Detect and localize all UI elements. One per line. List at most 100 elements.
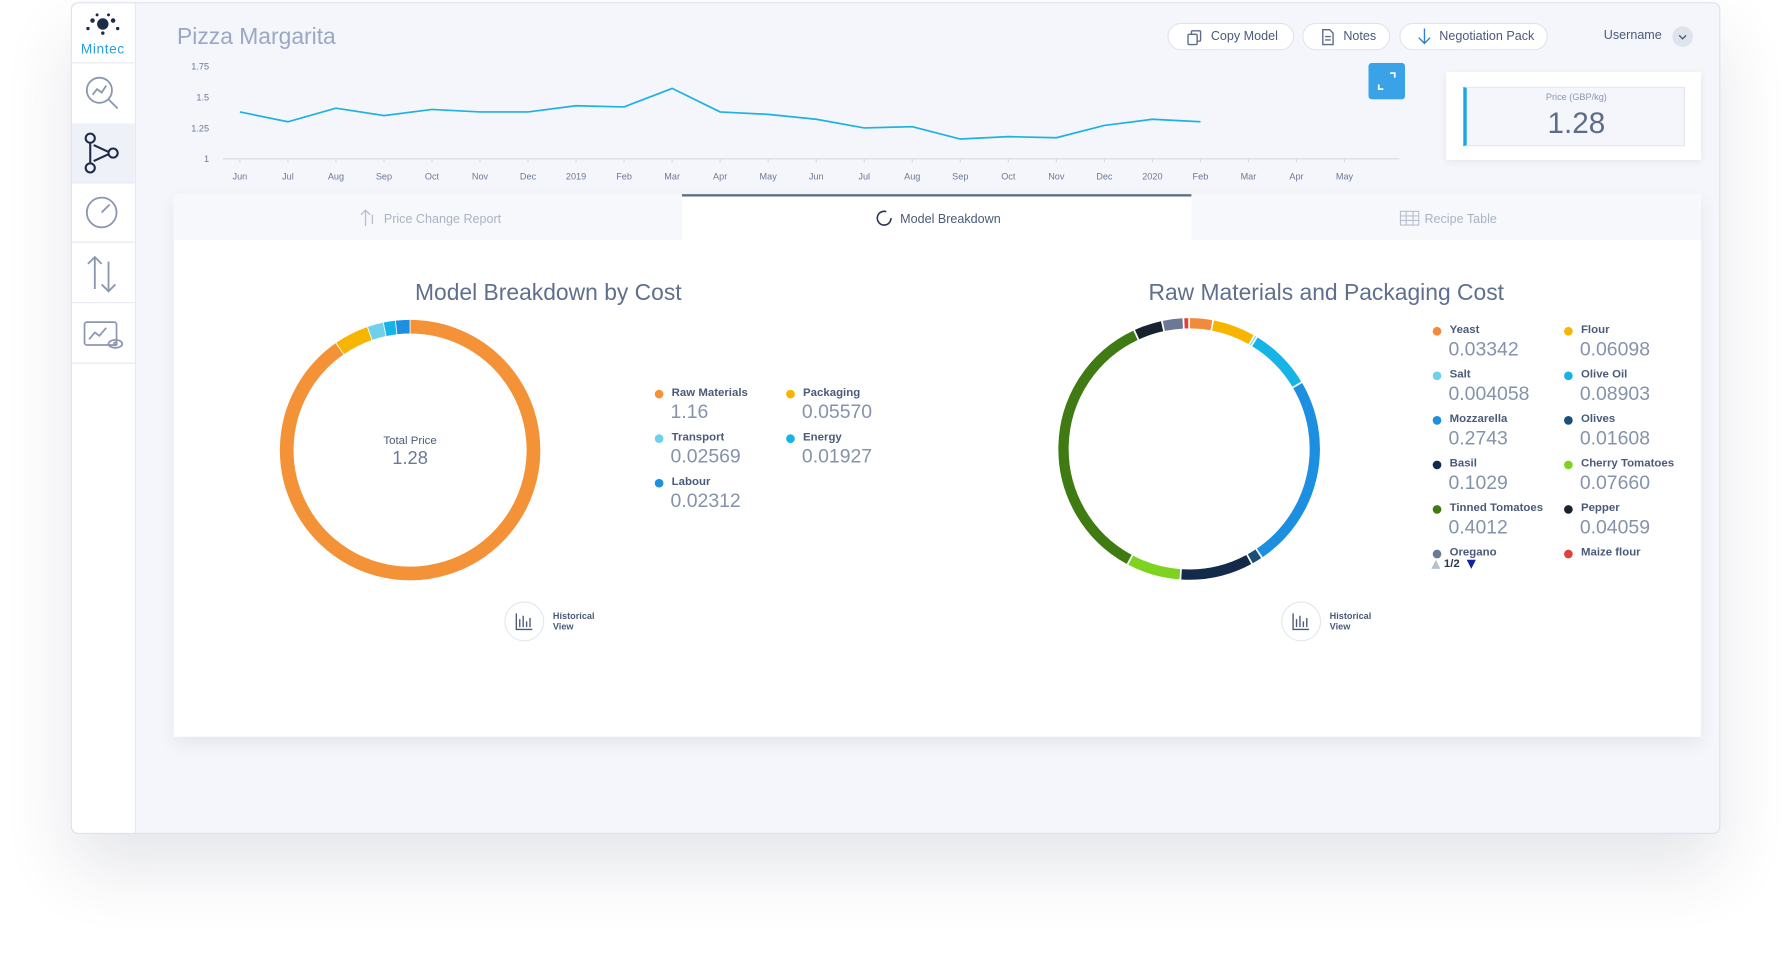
center-value: 1.28	[392, 448, 428, 469]
legend-name: Energy	[803, 431, 842, 444]
legend-name: Pepper	[1580, 502, 1620, 515]
historical-view-label: Historical View	[552, 611, 595, 632]
x-tick-label: Sep	[952, 171, 968, 181]
legend-value: 0.004058	[1448, 382, 1530, 405]
historical-icon	[515, 613, 533, 631]
donut-segment	[395, 319, 410, 335]
button-label: Copy Model	[1210, 29, 1278, 44]
legend-swatch	[1432, 371, 1442, 381]
legend-name: Flour	[1580, 323, 1610, 337]
nav-active-bg	[71, 123, 135, 183]
copy-model-button[interactable]	[1167, 22, 1295, 51]
y-tick-label: 1.5	[196, 93, 209, 103]
donut-segment	[1181, 554, 1252, 580]
legend-value: 0.05570	[801, 400, 873, 423]
price-inner	[1463, 86, 1685, 147]
notes-button[interactable]	[1302, 22, 1391, 51]
legend-value: 0.08903	[1579, 382, 1651, 405]
legend-value: 0.04059	[1579, 516, 1651, 539]
legend-name: Cherry Tomatoes	[1580, 457, 1675, 471]
x-tick-label: 2019	[566, 171, 586, 181]
legend-value: 0.01927	[801, 445, 873, 468]
legend-name: Packaging	[803, 386, 861, 400]
tab-active[interactable]	[681, 194, 1192, 240]
nav-gauge[interactable]	[85, 196, 118, 229]
legend-value: 0.2743	[1448, 427, 1508, 449]
page-title: Pizza Margarita	[177, 24, 336, 50]
y-tick-label: 1	[204, 154, 209, 164]
legend-value: 0.03342	[1448, 338, 1519, 360]
x-tick-label: May	[1336, 171, 1354, 181]
nav-swap[interactable]	[87, 255, 117, 293]
nav-model[interactable]	[84, 132, 119, 174]
legend-value: 0.07660	[1579, 471, 1651, 494]
legend-swatch	[786, 389, 795, 399]
nav-monitor[interactable]	[83, 321, 124, 349]
legend-value: 0.06098	[1579, 338, 1651, 360]
y-tick-label: 1.75	[191, 62, 209, 72]
content-panel	[173, 194, 1701, 737]
legend-swatch	[1564, 371, 1573, 381]
x-tick-label: Nov	[472, 171, 489, 181]
legend-name: Mozzarella	[1449, 412, 1508, 426]
donut-segment	[1189, 318, 1213, 331]
x-tick-label: Jul	[858, 171, 870, 181]
expand-button[interactable]	[1368, 62, 1406, 100]
historical-view-button[interactable]	[1281, 601, 1322, 642]
x-tick-label: Jun	[809, 171, 824, 181]
legend-swatch	[786, 434, 795, 443]
legend-value: 0.1029	[1448, 471, 1508, 494]
x-tick-label: Feb	[1193, 171, 1209, 181]
x-tick-label: Nov	[1048, 171, 1065, 181]
legend-name: Yeast	[1449, 323, 1480, 337]
pager-prev[interactable]	[1431, 559, 1441, 569]
username[interactable]: Username	[1603, 28, 1662, 43]
legend-swatch	[1564, 416, 1573, 425]
nav-search[interactable]	[85, 76, 119, 110]
x-tick-label: 2020	[1142, 171, 1162, 181]
legend-name: Basil	[1449, 457, 1477, 471]
tab-icons	[360, 209, 1420, 227]
legend-name: Oregano	[1449, 546, 1497, 560]
user-dropdown[interactable]	[1671, 25, 1694, 48]
legend-swatch	[654, 434, 664, 443]
donut-segment	[1256, 383, 1320, 558]
x-tick-label: Apr	[713, 171, 727, 181]
x-tick-label: May	[760, 171, 778, 181]
tab-label: Price Change Report	[383, 212, 502, 227]
pager-label: 1/2	[1443, 558, 1460, 571]
legend-name: Olives	[1580, 412, 1616, 426]
donut-charts	[279, 318, 1573, 642]
legend-value: 1.16	[670, 400, 709, 423]
tab-label: Recipe Table	[1424, 212, 1497, 227]
x-tick-label: Dec	[1096, 171, 1113, 181]
tab[interactable]	[1191, 194, 1701, 240]
donut-segment	[1058, 330, 1138, 564]
x-tick-label: Dec	[520, 171, 537, 181]
donut-segment	[336, 327, 372, 355]
x-tick-label: Jun	[233, 171, 248, 181]
historical-icon	[1292, 613, 1310, 631]
legend-name: Labour	[671, 475, 711, 489]
button-icons	[1187, 28, 1431, 46]
x-tick-label: Oct	[425, 171, 440, 181]
donut-segment	[1211, 320, 1254, 345]
x-tick-label: Aug	[328, 171, 344, 181]
button-label: Notes	[1343, 29, 1377, 44]
donut-segment	[383, 320, 397, 336]
button-label: Negotiation Pack	[1439, 29, 1535, 44]
x-tick-label: Feb	[616, 171, 632, 181]
chart-title: Raw Materials and Packaging Cost	[1148, 280, 1505, 306]
logo-mark	[86, 13, 120, 35]
legend-name: Transport	[671, 431, 725, 444]
pager-next[interactable]	[1466, 559, 1476, 569]
donut-segment	[1252, 337, 1302, 387]
legend-swatch	[654, 478, 664, 488]
legend-value: 0.02312	[670, 490, 741, 512]
tab[interactable]	[173, 194, 682, 240]
price-value: 1.28	[1547, 105, 1606, 140]
donut-segment	[279, 319, 541, 581]
y-tick-label: 1.25	[191, 123, 209, 133]
historical-view-button[interactable]	[504, 601, 545, 642]
